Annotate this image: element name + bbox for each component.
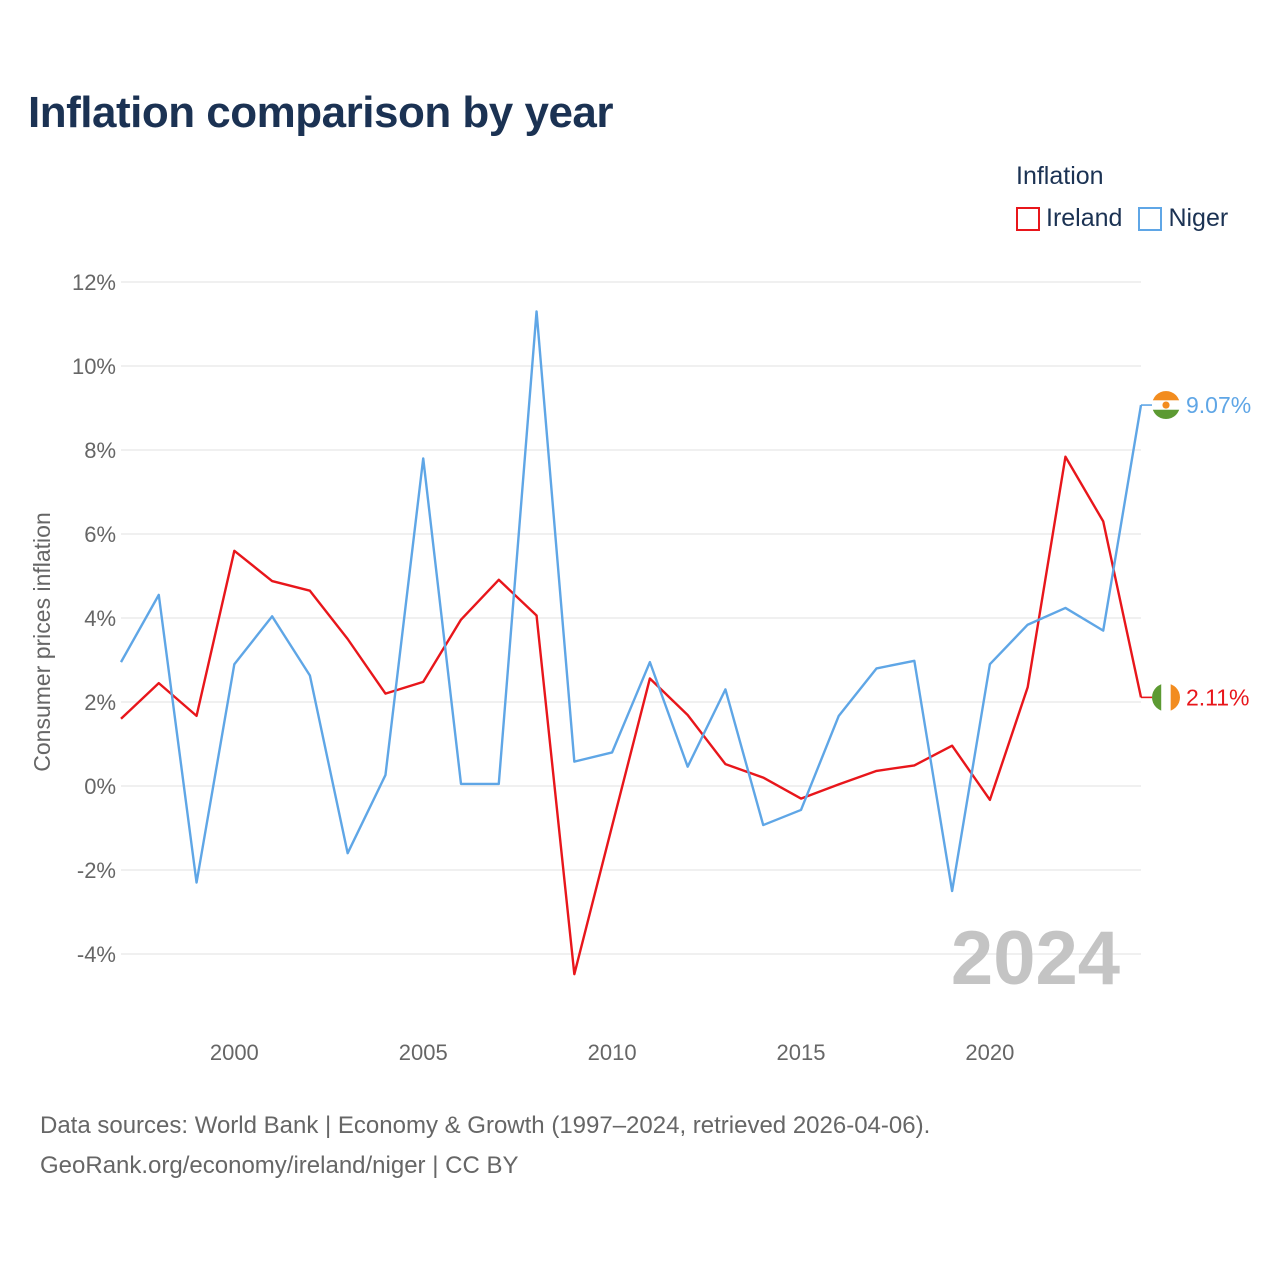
legend-item-ireland[interactable]: Ireland <box>1016 204 1122 233</box>
y-axis-ticks: -4% -2% 0% 2% 4% 6% 8% 10% 12% <box>72 270 116 967</box>
series-end-markers: 2.11% 9.07% <box>1141 391 1251 712</box>
y-tick-label: 12% <box>72 270 116 295</box>
x-axis-ticks: 2000 2005 2010 2015 2020 <box>210 1040 1015 1065</box>
flag-niger-icon <box>1152 391 1180 420</box>
x-tick-label: 2005 <box>399 1040 448 1065</box>
legend-swatch-ireland <box>1016 206 1040 231</box>
legend-item-niger[interactable]: Niger <box>1138 204 1228 233</box>
x-tick-label: 2010 <box>588 1040 637 1065</box>
y-tick-label: 2% <box>84 690 116 715</box>
y-tick-label: -2% <box>77 858 116 883</box>
y-axis-label: Consumer prices inflation <box>29 512 55 772</box>
chart-title: Inflation comparison by year <box>28 88 614 137</box>
y-tick-label: 0% <box>84 774 116 799</box>
y-tick-label: 8% <box>84 438 116 463</box>
year-watermark: 2024 <box>951 916 1120 1001</box>
x-tick-label: 2000 <box>210 1040 259 1065</box>
end-label-niger: 9.07% <box>1186 392 1251 418</box>
source-line-2[interactable]: GeoRank.org/economy/ireland/niger | CC B… <box>40 1152 519 1179</box>
x-tick-label: 2015 <box>777 1040 826 1065</box>
flag-ireland-icon <box>1152 683 1180 712</box>
gridlines <box>121 281 1141 955</box>
y-tick-label: -4% <box>77 942 116 967</box>
y-tick-label: 10% <box>72 354 116 379</box>
x-tick-label: 2020 <box>965 1040 1014 1065</box>
line-chart: -4%-2%0%2%4%6%8%10%12% 2000 2005 2010 2015 2… <box>29 270 1251 1065</box>
end-label-ireland: 2.11% <box>1186 684 1250 710</box>
y-tick-label: 6% <box>84 522 116 547</box>
legend-title: Inflation <box>1016 162 1104 190</box>
series-line-niger[interactable] <box>119 310 1143 893</box>
legend: Ireland Niger <box>1016 204 1228 233</box>
source-note: Data sources: World Bank | Economy & Gro… <box>40 1106 930 1186</box>
y-tick-label: 4% <box>84 606 116 631</box>
legend-swatch-niger <box>1138 206 1163 231</box>
series-lines <box>119 310 1143 976</box>
legend-label-niger: Niger <box>1168 204 1229 232</box>
source-line-1: Data sources: World Bank | Economy & Gro… <box>40 1112 931 1139</box>
legend-label-ireland: Ireland <box>1046 204 1123 232</box>
